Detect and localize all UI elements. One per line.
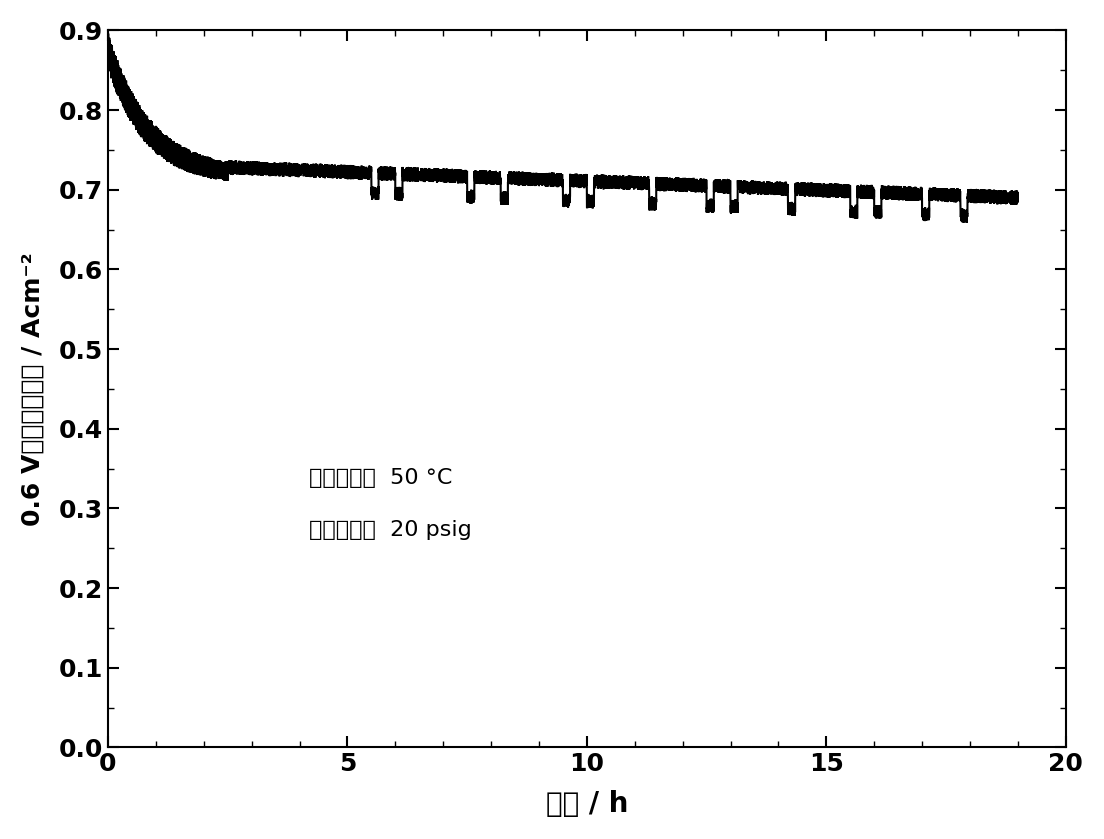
Text: 气体压力：  20 psig: 气体压力： 20 psig (309, 520, 471, 540)
Text: 电池温度：  50 °C: 电池温度： 50 °C (309, 468, 453, 488)
Y-axis label: 0.6 V时的电流密度 / Acm⁻²: 0.6 V时的电流密度 / Acm⁻² (21, 252, 45, 526)
X-axis label: 时间 / h: 时间 / h (545, 790, 628, 818)
